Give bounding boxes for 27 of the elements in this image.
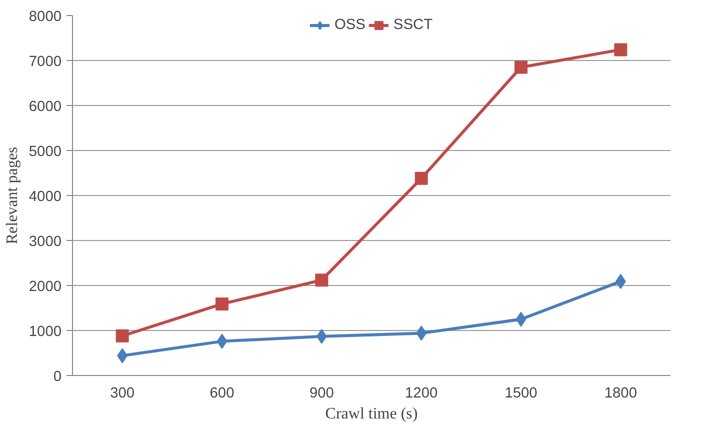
legend-label: SSCT bbox=[393, 17, 433, 33]
point bbox=[315, 274, 328, 287]
x-tick-label: 300 bbox=[110, 386, 135, 402]
point bbox=[516, 312, 526, 327]
point bbox=[116, 329, 129, 342]
y-tick-label: 3000 bbox=[28, 234, 62, 250]
y-tick-label: 2000 bbox=[28, 279, 62, 295]
y-tick-label: 8000 bbox=[28, 9, 62, 25]
point bbox=[614, 43, 628, 56]
y-tick-label: 0 bbox=[53, 369, 62, 385]
y-tick-label: 1000 bbox=[28, 324, 62, 340]
legend-label: OSS bbox=[334, 17, 366, 33]
point bbox=[514, 60, 528, 74]
x-axis-title: Crawl time (s) bbox=[325, 406, 418, 422]
y-tick-label: 4000 bbox=[28, 189, 62, 205]
y-tick-label: 7000 bbox=[28, 54, 62, 70]
x-tick-label: 1500 bbox=[504, 386, 538, 402]
y-tick-label: 6000 bbox=[28, 99, 62, 115]
x-tick-label: 1200 bbox=[405, 386, 438, 402]
point bbox=[216, 297, 228, 310]
x-tick-label: 600 bbox=[210, 386, 234, 402]
x-tick-label: 900 bbox=[309, 386, 334, 402]
point bbox=[414, 172, 428, 185]
point bbox=[216, 334, 228, 349]
x-tick-label: 1800 bbox=[604, 386, 637, 402]
y-axis-title: Relevant pages bbox=[4, 146, 21, 244]
y-tick-label: 5000 bbox=[28, 144, 62, 160]
